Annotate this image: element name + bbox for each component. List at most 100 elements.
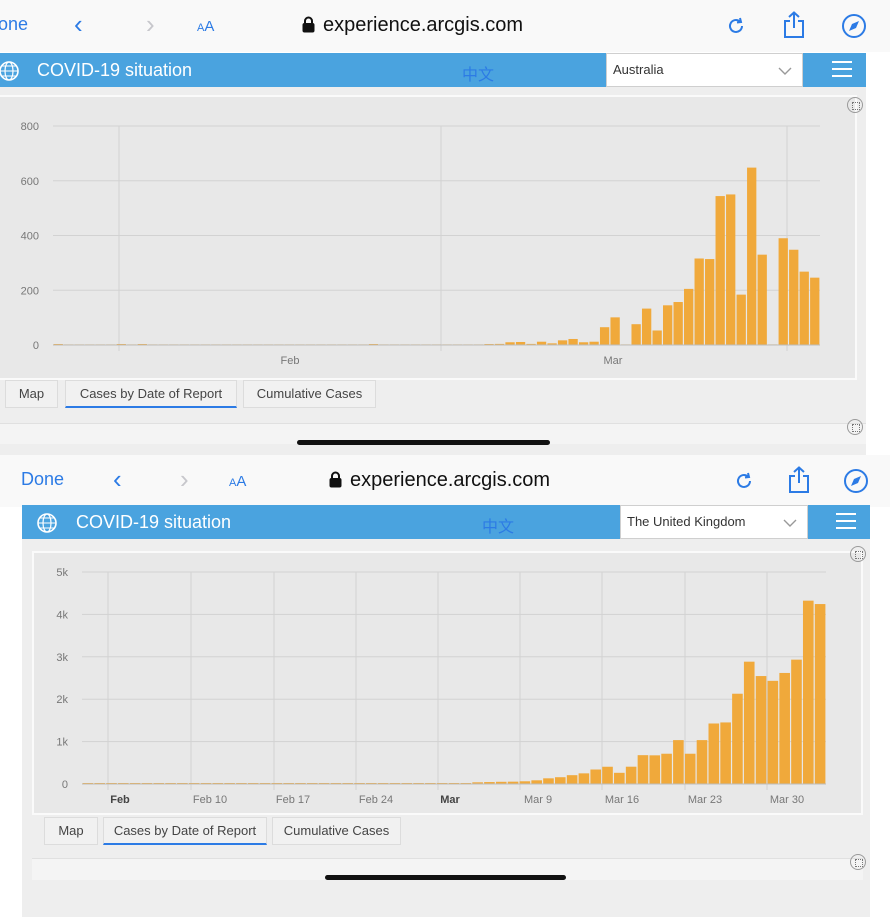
bar	[789, 249, 799, 345]
bar	[684, 288, 694, 345]
bar	[649, 755, 661, 784]
tab-cumulative-cases[interactable]: Cumulative Cases	[243, 380, 376, 408]
share-icon[interactable]	[782, 11, 806, 39]
bar	[652, 330, 662, 345]
expand-icon[interactable]	[847, 97, 863, 113]
language-link[interactable]: 中文	[462, 67, 495, 84]
forward-chevron-icon[interactable]: ›	[146, 9, 155, 39]
done-button[interactable]: Done	[21, 469, 65, 489]
url-text: experience.arcgis.com	[350, 469, 551, 491]
bar	[568, 338, 578, 345]
country-select-value: The United Kingdom	[627, 514, 746, 529]
x-tick-label: Mar	[604, 355, 623, 367]
bar	[708, 723, 720, 784]
app-header: COVID-19 situation 中文 Australia	[0, 53, 866, 87]
address-bar[interactable]: experience.arcgis.com	[302, 14, 523, 37]
bar	[802, 600, 814, 784]
bar	[778, 238, 788, 345]
y-tick-label: 0	[62, 779, 68, 791]
tab-map[interactable]: Map	[5, 380, 58, 408]
bar	[631, 324, 641, 345]
tab-cases-by-date[interactable]: Cases by Date of Report	[65, 380, 237, 408]
tab-cumulative-cases[interactable]: Cumulative Cases	[272, 817, 401, 845]
reload-icon[interactable]	[733, 470, 755, 492]
y-tick-label: 600	[21, 176, 39, 188]
bar	[625, 766, 637, 784]
tab-map[interactable]: Map	[44, 817, 98, 845]
bar	[557, 340, 568, 345]
expand-icon[interactable]	[850, 854, 866, 870]
bar	[673, 302, 683, 345]
bar	[515, 341, 526, 345]
back-chevron-icon[interactable]: ‹	[113, 464, 122, 494]
x-tick-label: Feb 17	[276, 794, 310, 806]
bar	[662, 305, 673, 345]
address-bar[interactable]: experience.arcgis.com	[329, 469, 550, 492]
x-tick-label: Mar 16	[605, 794, 639, 806]
country-select[interactable]: Australia	[606, 53, 803, 87]
y-tick-label: 4k	[56, 609, 68, 621]
share-icon[interactable]	[787, 466, 811, 494]
bar	[494, 343, 505, 345]
bar	[694, 258, 704, 345]
tab-cases-by-date[interactable]: Cases by Date of Report	[103, 817, 267, 845]
bar	[484, 782, 495, 784]
cases-chart: 0 1k 2k 3k 4k 5k Feb Feb 10 Feb 17 Feb 24 Mar Mar 9…	[56, 567, 826, 806]
secondary-panel	[32, 858, 863, 880]
y-tick-label: 2k	[56, 694, 68, 706]
home-indicator	[297, 440, 550, 445]
language-link[interactable]: 中文	[482, 519, 515, 536]
bar	[810, 277, 820, 345]
bar	[599, 327, 610, 345]
compass-icon[interactable]	[843, 468, 869, 494]
bar	[589, 341, 599, 345]
country-select[interactable]: The United Kingdom	[620, 505, 808, 539]
chart-frame: 0 1k 2k 3k 4k 5k Feb Feb 10 Feb 17 Feb 24 Mar Mar 9…	[32, 551, 863, 815]
menu-button[interactable]	[818, 53, 866, 87]
url-text: experience.arcgis.com	[323, 14, 524, 36]
bar	[673, 740, 684, 784]
y-tick-label: 1k	[56, 737, 68, 749]
bar	[732, 693, 743, 784]
text-size-button[interactable]: AA	[229, 473, 247, 490]
bar	[505, 342, 515, 345]
y-tick-label: 800	[21, 121, 39, 133]
bar	[705, 259, 715, 345]
x-tick-label: Mar 9	[524, 794, 552, 806]
bar	[779, 672, 790, 784]
bar	[526, 343, 536, 345]
x-tick-label: Feb 24	[359, 794, 393, 806]
menu-button[interactable]	[822, 505, 870, 539]
who-logo-icon	[0, 61, 19, 81]
bar	[531, 780, 542, 784]
bar	[814, 604, 826, 784]
bar	[799, 271, 809, 345]
chevron-down-icon	[783, 519, 797, 527]
panel-united-kingdom: Done ‹ › AA experience.arcgis.com	[0, 455, 890, 917]
who-logo-icon	[37, 513, 57, 533]
compass-icon[interactable]	[841, 13, 867, 39]
browser-toolbar: one ‹ › AA experience.arcgis.com	[0, 0, 890, 52]
app-header: COVID-19 situation 中文 The United Kingdom	[22, 505, 870, 539]
x-tick-label: Feb	[281, 355, 300, 367]
x-tick-label: Feb 10	[193, 794, 227, 806]
y-tick-label: 200	[21, 285, 39, 297]
bar	[661, 753, 672, 784]
expand-icon[interactable]	[850, 546, 866, 562]
back-chevron-icon[interactable]: ‹	[74, 9, 83, 39]
forward-chevron-icon[interactable]: ›	[180, 464, 189, 494]
app-title: COVID-19 situation	[76, 512, 232, 532]
bar	[684, 753, 696, 784]
expand-icon[interactable]	[847, 419, 863, 435]
bar	[578, 342, 589, 345]
bar	[614, 772, 625, 784]
done-button[interactable]: one	[0, 14, 29, 34]
x-tick-label: Mar	[440, 794, 460, 806]
bar	[578, 773, 590, 784]
bar	[696, 740, 708, 784]
lock-icon	[329, 471, 342, 488]
bar	[747, 167, 757, 345]
reload-icon[interactable]	[725, 15, 747, 37]
text-size-button[interactable]: AA	[197, 18, 215, 35]
bar	[715, 196, 725, 345]
